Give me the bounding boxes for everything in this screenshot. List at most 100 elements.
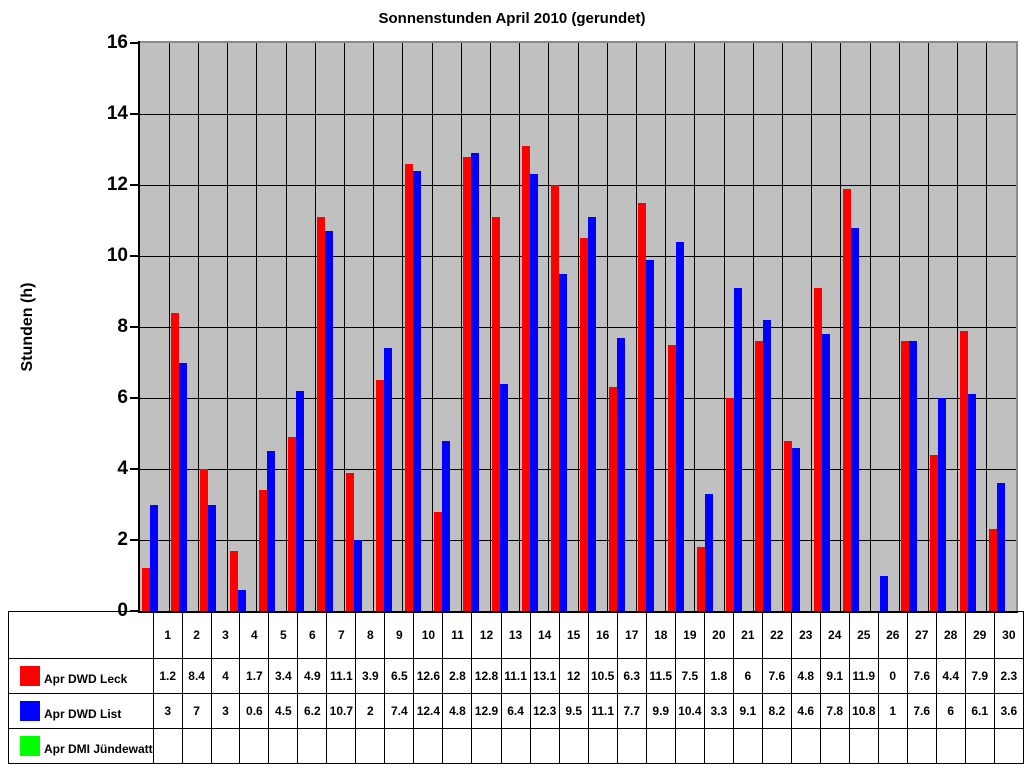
value-cell-day18: 9.9 xyxy=(645,693,676,729)
value-cell-day30: 3.6 xyxy=(993,693,1024,729)
day-label-10: 10 xyxy=(413,611,444,659)
bar-apr-dwd-list-day10 xyxy=(412,170,421,611)
bar-apr-dwd-list-day26 xyxy=(880,575,888,611)
value-cell-day23 xyxy=(790,728,821,764)
y-tick-label-10: 10 xyxy=(106,245,128,266)
value-cell-day28: 4.4 xyxy=(935,658,966,694)
y-tick-label-2: 2 xyxy=(117,529,128,550)
bar-apr-dwd-leck-day11 xyxy=(434,511,442,611)
day-label-28: 28 xyxy=(935,611,966,659)
value-cell-day8: 2 xyxy=(355,693,386,729)
value-cell-day14 xyxy=(529,728,560,764)
value-cell-day12 xyxy=(471,728,502,764)
bar-apr-dwd-leck-day17 xyxy=(609,387,618,611)
value-cell-day13: 11.1 xyxy=(500,658,531,694)
value-cell-day29 xyxy=(964,728,995,764)
day-label-25: 25 xyxy=(848,611,879,659)
v-gridline-2 xyxy=(197,43,199,611)
bar-apr-dwd-list-day4 xyxy=(237,589,246,611)
y-tick-label-12: 12 xyxy=(106,174,128,195)
v-gridline-3 xyxy=(227,43,229,611)
day-label-12: 12 xyxy=(471,611,502,659)
v-gridline-11 xyxy=(460,43,462,611)
legend-label: Apr DMI Jündewatt xyxy=(44,742,153,756)
v-gridline-26 xyxy=(898,43,900,611)
value-cell-day11: 2.8 xyxy=(442,658,473,694)
table-row-apr-dwd-list: Apr DWD List 3 7 3 0.6 4.5 6.2 10.7 2 7.4 12.4 4.8 1… xyxy=(8,693,1024,729)
day-label-19: 19 xyxy=(674,611,705,659)
value-cell-day12: 12.9 xyxy=(471,693,502,729)
bar-apr-dwd-list-day8 xyxy=(354,540,363,611)
v-gridline-21 xyxy=(752,43,754,611)
bar-apr-dwd-leck-day25 xyxy=(842,188,851,611)
day-label-24: 24 xyxy=(819,611,850,659)
v-gridline-22 xyxy=(781,43,783,611)
v-gridline-18 xyxy=(665,43,667,611)
y-tick-label-8: 8 xyxy=(117,316,128,337)
legend-label: Apr DWD List xyxy=(44,707,122,721)
bar-apr-dwd-list-day17 xyxy=(617,337,626,611)
v-gridline-1 xyxy=(168,43,170,611)
v-gridline-12 xyxy=(489,43,491,611)
v-gridline-4 xyxy=(256,43,258,611)
bar-apr-dwd-list-day1 xyxy=(150,504,158,611)
value-cell-day21: 9.1 xyxy=(732,693,763,729)
bar-apr-dwd-list-day18 xyxy=(646,259,655,611)
bar-apr-dwd-leck-day19 xyxy=(667,344,676,611)
value-cell-day22 xyxy=(761,728,792,764)
value-cell-day22: 7.6 xyxy=(761,658,792,694)
value-cell-day11 xyxy=(442,728,473,764)
value-cell-day27 xyxy=(906,728,937,764)
v-gridline-20 xyxy=(723,43,725,611)
bar-apr-dwd-list-day21 xyxy=(734,287,742,611)
bar-apr-dwd-leck-day18 xyxy=(638,202,647,611)
bar-apr-dwd-list-day13 xyxy=(500,383,509,611)
value-cell-day3: 3 xyxy=(210,693,241,729)
value-cell-day30 xyxy=(993,728,1024,764)
value-cell-day5: 3.4 xyxy=(268,658,299,694)
bar-apr-dwd-leck-day2 xyxy=(171,312,180,611)
table-row-apr-dmi-j-ndewatt: Apr DMI Jündewatt xyxy=(8,728,1024,764)
bar-apr-dwd-leck-day3 xyxy=(200,469,209,611)
v-gridline-17 xyxy=(635,43,637,611)
v-gridline-9 xyxy=(402,43,404,611)
bar-apr-dwd-list-day29 xyxy=(967,394,976,611)
bar-apr-dwd-leck-day20 xyxy=(696,547,705,611)
bar-apr-dwd-leck-day14 xyxy=(521,145,530,611)
v-gridline-23 xyxy=(811,43,813,611)
bar-apr-dwd-list-day24 xyxy=(821,334,830,611)
value-cell-day9: 7.4 xyxy=(384,693,415,729)
v-gridline-15 xyxy=(577,43,579,611)
value-cell-day23: 4.8 xyxy=(790,658,821,694)
bar-apr-dwd-list-day23 xyxy=(792,447,801,611)
bar-apr-dwd-list-day15 xyxy=(558,273,567,611)
y-tick-label-6: 6 xyxy=(117,387,128,408)
value-cell-day26: 1 xyxy=(877,693,908,729)
y-tick-label-4: 4 xyxy=(117,458,128,479)
day-label-7: 7 xyxy=(326,611,357,659)
value-cell-day16: 11.1 xyxy=(587,693,618,729)
v-gridline-13 xyxy=(519,43,521,611)
value-cell-day24 xyxy=(819,728,850,764)
table-row-apr-dwd-leck: Apr DWD Leck 1.2 8.4 4 1.7 3.4 4.9 11.1 3.9 6.5 12… xyxy=(8,658,1024,694)
v-gridline-19 xyxy=(694,43,696,611)
value-cell-day15: 12 xyxy=(558,658,589,694)
value-cell-day14: 12.3 xyxy=(529,693,560,729)
value-cell-day8 xyxy=(355,728,386,764)
day-label-27: 27 xyxy=(906,611,937,659)
value-cell-day25: 11.9 xyxy=(848,658,879,694)
bar-apr-dwd-list-day16 xyxy=(588,216,596,611)
value-cell-day18 xyxy=(645,728,676,764)
value-cell-day13 xyxy=(500,728,531,764)
value-cell-day9 xyxy=(384,728,415,764)
y-tick-label-16: 16 xyxy=(106,32,128,53)
bar-apr-dwd-list-day6 xyxy=(296,390,304,611)
bar-apr-dwd-list-day14 xyxy=(529,174,538,611)
value-cell-day17 xyxy=(616,728,647,764)
bar-apr-dwd-leck-day28 xyxy=(930,454,939,611)
value-cell-day20: 3.3 xyxy=(703,693,734,729)
v-gridline-5 xyxy=(285,43,287,611)
value-cell-day10: 12.4 xyxy=(413,693,444,729)
bar-apr-dwd-list-day22 xyxy=(763,319,772,611)
